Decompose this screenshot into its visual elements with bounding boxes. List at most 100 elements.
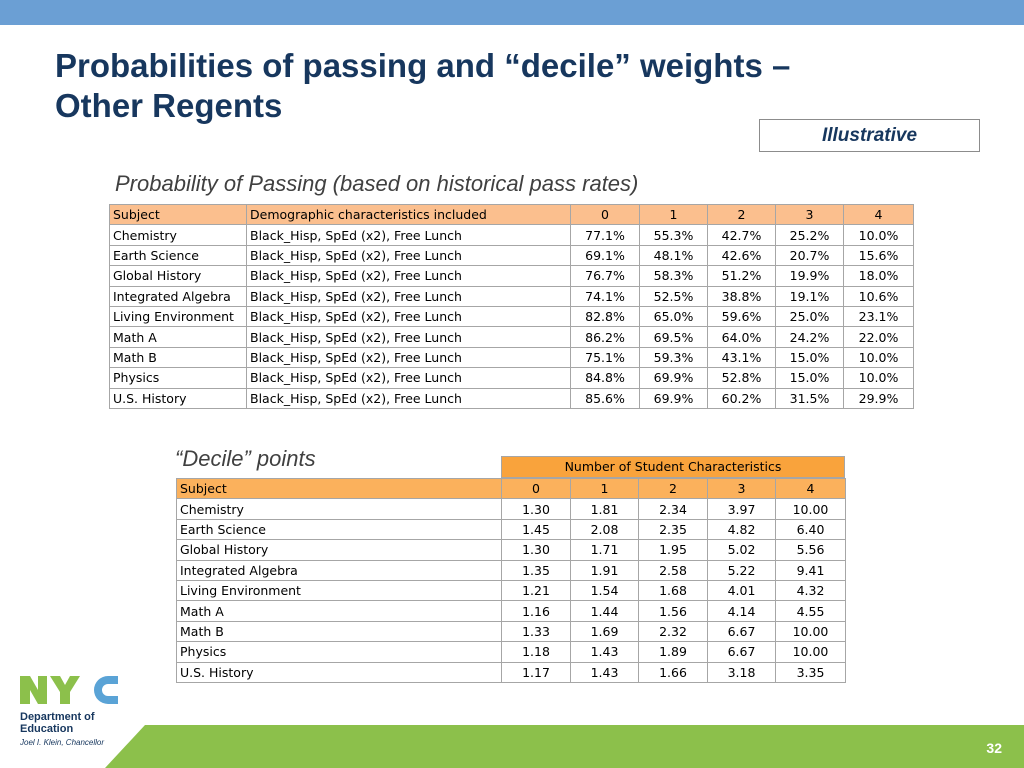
table-cell: 69.1% <box>570 244 640 267</box>
logo-department-text: Department of Education <box>20 711 95 735</box>
table-cell: Black_Hisp, SpEd (x2), Free Lunch <box>246 244 571 267</box>
title-line-2: Other Regents <box>55 87 283 124</box>
title-line-1: Probabilities of passing and “decile” we… <box>55 47 791 84</box>
table-cell: 10.0% <box>843 346 914 369</box>
table-cell: 85.6% <box>570 387 640 409</box>
table-cell: 24.2% <box>775 326 844 348</box>
table-cell: 15.6% <box>843 244 914 267</box>
table-cell: 58.3% <box>639 265 708 287</box>
table-cell: 2.08 <box>570 518 639 541</box>
table-cell: 6.67 <box>707 641 776 663</box>
table-row: Math B Black_Hisp, SpEd (x2), Free Lunch 7… <box>109 346 914 369</box>
table-cell: 42.6% <box>707 244 776 267</box>
table-cell: 1.69 <box>570 620 639 643</box>
table-cell: 64.0% <box>707 326 776 348</box>
table-cell: 1.43 <box>570 641 639 663</box>
table-cell: 1.18 <box>501 641 571 663</box>
table-row: Math B 1.33 1.69 2.32 6.67 10.00 <box>176 620 846 643</box>
table-cell: Chemistry <box>109 224 247 246</box>
table-cell: 1.89 <box>638 641 708 663</box>
table-cell: 4.55 <box>775 600 846 622</box>
table-cell: Integrated Algebra <box>109 285 247 307</box>
table-cell: 2.34 <box>638 498 708 520</box>
decile-group-header: Number of Student Characteristics <box>501 456 845 478</box>
table-cell: 69.9% <box>639 367 708 389</box>
table-row: Integrated Algebra Black_Hisp, SpEd (x2),… <box>109 285 914 307</box>
table-cell: 1.91 <box>570 559 639 581</box>
table-cell: 4.82 <box>707 518 776 541</box>
table-cell: 29.9% <box>843 387 914 409</box>
table-cell: 43.1% <box>707 346 776 369</box>
table-cell: 82.8% <box>570 305 640 328</box>
table-cell: Black_Hisp, SpEd (x2), Free Lunch <box>246 305 571 328</box>
table-cell: 6.40 <box>775 518 846 541</box>
prob-header-cell: 2 <box>707 203 776 226</box>
table-cell: 1.21 <box>501 579 571 602</box>
table-cell: 1.30 <box>501 539 571 561</box>
table-cell: 59.3% <box>639 346 708 369</box>
slide-title: Probabilities of passing and “decile” we… <box>55 46 955 126</box>
table-cell: 55.3% <box>639 224 708 246</box>
table-cell: 86.2% <box>570 326 640 348</box>
illustrative-badge: Illustrative <box>759 119 980 152</box>
prob-header-cell: Demographic characteristics included <box>246 203 571 226</box>
table-cell: Physics <box>176 641 502 663</box>
table-cell: Physics <box>109 367 247 389</box>
prob-header-cell: 1 <box>639 203 708 226</box>
table-cell: Black_Hisp, SpEd (x2), Free Lunch <box>246 387 571 409</box>
table-cell: 10.00 <box>775 620 846 643</box>
table-cell: 2.58 <box>638 559 708 581</box>
table-cell: 25.2% <box>775 224 844 246</box>
table-row: Math A Black_Hisp, SpEd (x2), Free Lunch 8… <box>109 326 914 348</box>
decile-header-cell: Subject <box>176 477 502 500</box>
table-cell: Earth Science <box>109 244 247 267</box>
table-cell: Black_Hisp, SpEd (x2), Free Lunch <box>246 326 571 348</box>
table-cell: 1.33 <box>501 620 571 643</box>
table-cell: Global History <box>109 265 247 287</box>
table-cell: 1.81 <box>570 498 639 520</box>
table-cell: 52.5% <box>639 285 708 307</box>
nyc-logo-letters <box>20 676 118 704</box>
table-cell: Chemistry <box>176 498 502 520</box>
table-cell: 76.7% <box>570 265 640 287</box>
table-cell: 10.00 <box>775 498 846 520</box>
probability-table: Subject Demographic characteristics inclu… <box>109 203 914 409</box>
table-cell: 1.71 <box>570 539 639 561</box>
decile-header-cell: 3 <box>707 477 776 500</box>
table-row: U.S. History Black_Hisp, SpEd (x2), Free … <box>109 387 914 409</box>
table-cell: Global History <box>176 539 502 561</box>
logo-chancellor-text: Joel I. Klein, Chancellor <box>20 738 105 747</box>
table-cell: 3.18 <box>707 661 776 683</box>
table-cell: 69.9% <box>639 387 708 409</box>
table-cell: Integrated Algebra <box>176 559 502 581</box>
table-cell: 22.0% <box>843 326 914 348</box>
table-row: Living Environment 1.21 1.54 1.68 4.01 4.32 <box>176 579 846 602</box>
table-cell: 1.54 <box>570 579 639 602</box>
table-cell: 25.0% <box>775 305 844 328</box>
table-row: Earth Science Black_Hisp, SpEd (x2), Free… <box>109 244 914 267</box>
page-number: 32 <box>986 740 1002 756</box>
table-cell: 38.8% <box>707 285 776 307</box>
decile-header-cell: 2 <box>638 477 708 500</box>
table-row: Math A 1.16 1.44 1.56 4.14 4.55 <box>176 600 846 622</box>
decile-caption: “Decile” points <box>175 446 316 471</box>
decile-header-cell: 4 <box>775 477 846 500</box>
table-cell: 1.16 <box>501 600 571 622</box>
table-row: Living Environment Black_Hisp, SpEd (x2),… <box>109 305 914 328</box>
decile-header-row: Subject 0 1 2 3 4 <box>176 477 846 500</box>
table-cell: Living Environment <box>109 305 247 328</box>
table-cell: 1.66 <box>638 661 708 683</box>
table-cell: 69.5% <box>639 326 708 348</box>
table-cell: 1.56 <box>638 600 708 622</box>
prob-header-cell: Subject <box>109 203 247 226</box>
table-cell: 2.32 <box>638 620 708 643</box>
table-cell: 1.44 <box>570 600 639 622</box>
table-cell: 77.1% <box>570 224 640 246</box>
table-cell: Math A <box>109 326 247 348</box>
table-cell: 10.00 <box>775 641 846 663</box>
table-cell: 42.7% <box>707 224 776 246</box>
probability-caption: Probability of Passing (based on histori… <box>115 171 639 196</box>
table-cell: 4.14 <box>707 600 776 622</box>
table-cell: 3.97 <box>707 498 776 520</box>
prob-header-row: Subject Demographic characteristics inclu… <box>109 203 914 226</box>
